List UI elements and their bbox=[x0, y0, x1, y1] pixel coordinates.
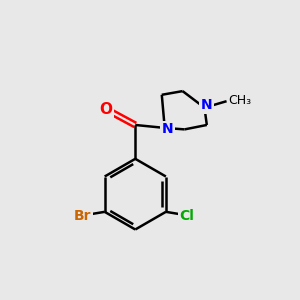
Text: Br: Br bbox=[74, 209, 92, 223]
Text: N: N bbox=[161, 122, 173, 136]
Text: O: O bbox=[99, 102, 112, 117]
Text: N: N bbox=[201, 98, 213, 112]
Text: CH₃: CH₃ bbox=[228, 94, 251, 106]
Text: Cl: Cl bbox=[180, 209, 194, 223]
